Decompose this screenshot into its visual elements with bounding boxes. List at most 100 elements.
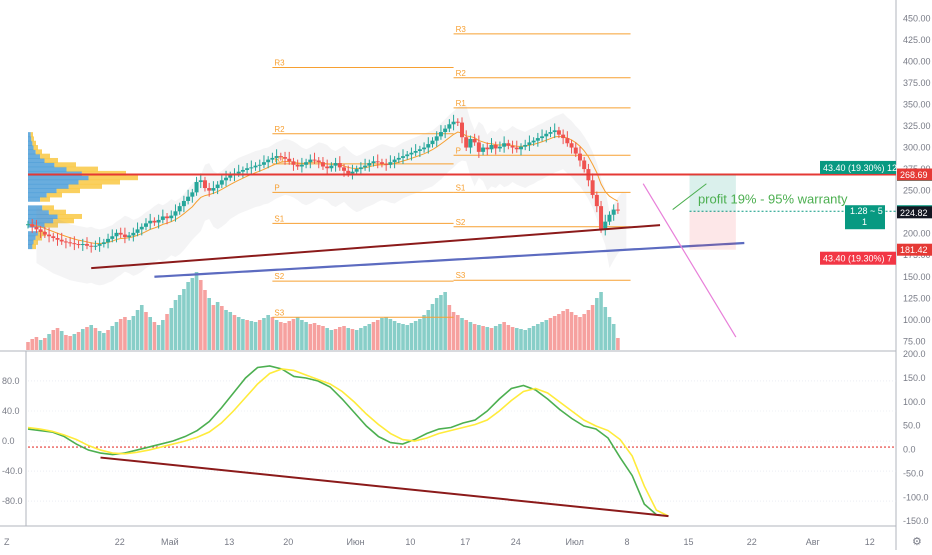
candle-body [565,138,570,144]
candle-body [148,220,153,224]
candle-body [101,242,106,245]
volume-bar [165,314,169,350]
gear-icon[interactable]: ⚙ [912,536,922,548]
volume-profile-bar [44,222,58,228]
candle-body [447,124,452,129]
candle-body [160,216,165,220]
osc-series-line [27,368,669,517]
pivot-label: S2 [456,218,466,227]
candle-body [371,161,376,164]
volume-bar [367,324,372,350]
pivot-label: R1 [456,99,467,108]
volume-profile-bar [28,231,38,237]
candle-body [97,244,102,246]
volume-bar [26,342,30,350]
candle-body [127,235,132,238]
osc-right-tick-label: 100.0 [903,397,926,407]
volume-bar [582,314,586,350]
candle-body [253,165,258,168]
volume-profile-bar [68,183,102,189]
candle-body [325,166,330,169]
osc-left-tick-label: -80.0 [2,496,23,506]
target-label-box [820,160,896,174]
pivot-label: P [456,146,461,155]
candle-body [350,171,355,174]
candle-body [531,140,536,143]
candle-body [607,214,612,222]
candle-body [422,147,427,150]
candle-body [489,144,494,150]
volume-bar [249,321,254,350]
candle-body [392,159,397,163]
candle-body [278,156,283,158]
position-loss-zone [689,211,736,250]
candle-body [190,192,195,197]
time-tick-label: Июн [346,537,364,547]
candle-body [118,232,123,235]
candle-body [333,163,338,166]
volume-bar [409,323,414,350]
volume-profile-bar [28,157,45,163]
volume-bar [169,308,174,350]
position-profit-zone [689,174,736,212]
volume-bar [270,317,275,350]
volume-bar [489,328,494,350]
osc-right-tick-label: 200.0 [903,349,926,359]
volume-bar [552,316,557,350]
volume-bar [123,317,127,350]
candle-body [455,121,460,123]
time-tick-label: 17 [460,537,470,547]
candle-body [569,143,574,148]
time-tick-label: 15 [684,537,694,547]
volume-bar [527,328,532,350]
candle-body [173,211,178,216]
volume-bar [325,328,329,350]
osc-right-tick-label: 0.0 [903,445,916,455]
candle-body [76,244,81,246]
volume-bar [232,315,237,350]
volume-profile-bar [32,244,36,250]
volume-profile-bar [46,192,62,198]
volume-bar [43,338,47,350]
candle-body [59,239,64,242]
volume-bar [156,325,161,350]
volume-profile-bar [28,244,33,250]
candle-body [114,232,119,237]
volume-profile-bar [42,205,54,211]
volume-bar [514,328,519,350]
volume-profile-bar [28,166,67,172]
candle-body [30,224,35,227]
pivot-label: S3 [456,271,466,280]
candle-body [181,200,186,207]
volume-bar [447,305,452,350]
osc-right-tick-label: -50.0 [903,468,924,478]
candle-body [224,177,229,181]
volume-bar [283,323,287,350]
candle-body [139,226,144,230]
candle-body [443,128,448,133]
axis-z-label: Z [4,537,10,547]
osc-right-tick-label: 50.0 [903,421,921,431]
volume-bar [354,330,359,350]
candle-body [72,243,77,245]
time-tick-label: Май [161,537,179,547]
candle-body [577,153,582,161]
candle-body [55,238,60,240]
candle-body [156,219,161,223]
volume-bar [80,329,85,350]
volume-bar [47,334,51,350]
volume-bar [182,289,186,350]
pivot-label: R1 [274,155,285,164]
candle-body [493,144,498,149]
volume-bar [451,312,456,350]
price-tick-label: 400.00 [903,56,931,66]
price-tick-label: 75.00 [903,336,926,346]
candle-body [434,136,439,141]
volume-bar [607,317,612,350]
time-tick-label: 10 [405,537,415,547]
price-tick-label: 200.00 [903,229,931,239]
candle-body [84,244,89,246]
qty-label: 1 [862,217,867,227]
osc-right-tick-label: -150.0 [903,516,929,526]
volume-bar [220,306,224,350]
